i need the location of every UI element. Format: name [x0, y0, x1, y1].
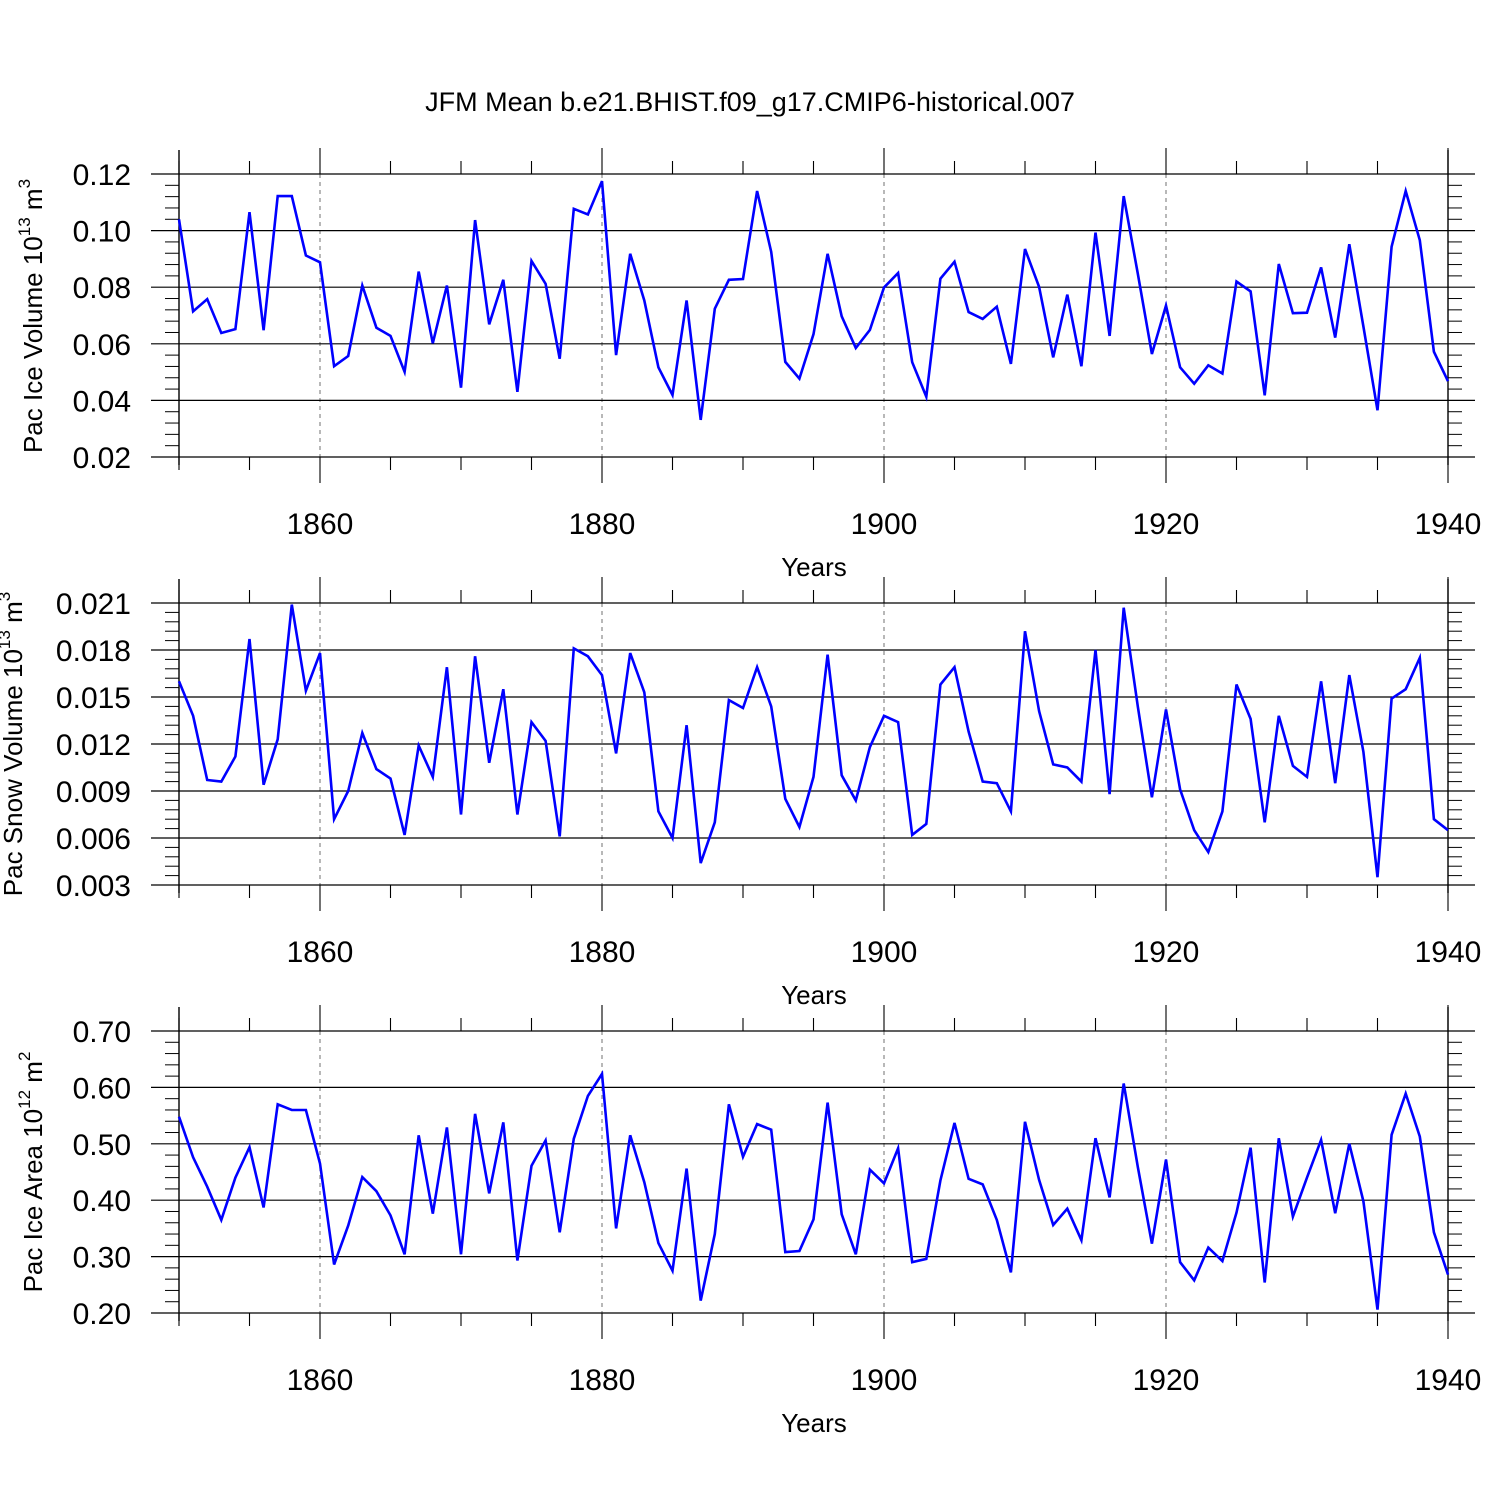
y-tick-label: 0.02: [73, 442, 131, 475]
xlabel-ice-volume: Years: [781, 552, 847, 582]
y-tick-label: 0.015: [56, 682, 131, 715]
x-tick-label: 1880: [569, 508, 636, 541]
x-tick-label: 1880: [569, 1364, 636, 1397]
x-tick-label: 1920: [1133, 936, 1200, 969]
panel-ice-volume: Pac Ice Volume 1013 m3 Years 0.02 0.04 0.0…: [15, 148, 1481, 582]
y-tick-label: 0.009: [56, 776, 131, 809]
x-tick-label: 1940: [1415, 1364, 1482, 1397]
y-tick-label: 0.60: [73, 1072, 131, 1105]
xlabel-snow-volume: Years: [781, 980, 847, 1010]
panel-snow-volume: Pac Snow Volume 1013 m3 Years 0.003 0.006…: [0, 577, 1481, 1010]
y-tick-label: 0.40: [73, 1185, 131, 1218]
figure-title: JFM Mean b.e21.BHIST.f09_g17.CMIP6-histo…: [425, 87, 1075, 117]
x-tick-label: 1900: [851, 936, 918, 969]
y-tick-label: 0.06: [73, 329, 131, 362]
series-line: [177, 180, 1450, 421]
y-tick-label: 0.08: [73, 272, 131, 305]
series-line: [177, 1070, 1450, 1310]
x-tick-label: 1920: [1133, 508, 1200, 541]
ylabel-ice-area: Pac Ice Area 1012 m2: [15, 1052, 48, 1293]
x-tick-label: 1940: [1415, 936, 1482, 969]
y-tick-label: 0.50: [73, 1129, 131, 1162]
y-tick-label: 0.20: [73, 1298, 131, 1331]
y-tick-label: 0.30: [73, 1242, 131, 1275]
y-tick-label: 0.10: [73, 216, 131, 249]
y-tick-label: 0.006: [56, 823, 131, 856]
y-tick-label: 0.012: [56, 729, 131, 762]
x-tick-label: 1860: [287, 1364, 354, 1397]
xlabel-ice-area: Years: [781, 1408, 847, 1438]
x-tick-label: 1860: [287, 508, 354, 541]
y-tick-label: 0.04: [73, 385, 131, 418]
panel-ice-area: Pac Ice Area 1012 m2 Years 0.20 0.30 0.40 0…: [15, 1005, 1481, 1438]
ylabel-ice-volume: Pac Ice Volume 1013 m3: [15, 179, 48, 453]
series-line: [177, 604, 1449, 878]
x-tick-label: 1940: [1415, 508, 1482, 541]
x-tick-label: 1880: [569, 936, 636, 969]
y-tick-label: 0.003: [56, 870, 131, 903]
x-tick-label: 1900: [851, 508, 918, 541]
x-tick-label: 1900: [851, 1364, 918, 1397]
y-tick-label: 0.12: [73, 159, 131, 192]
x-tick-label: 1920: [1133, 1364, 1200, 1397]
y-tick-label: 0.018: [56, 635, 131, 668]
ylabel-snow-volume: Pac Snow Volume 1013 m3: [0, 592, 28, 896]
y-tick-label: 0.021: [56, 588, 131, 621]
x-tick-label: 1860: [287, 936, 354, 969]
y-tick-label: 0.70: [73, 1016, 131, 1049]
